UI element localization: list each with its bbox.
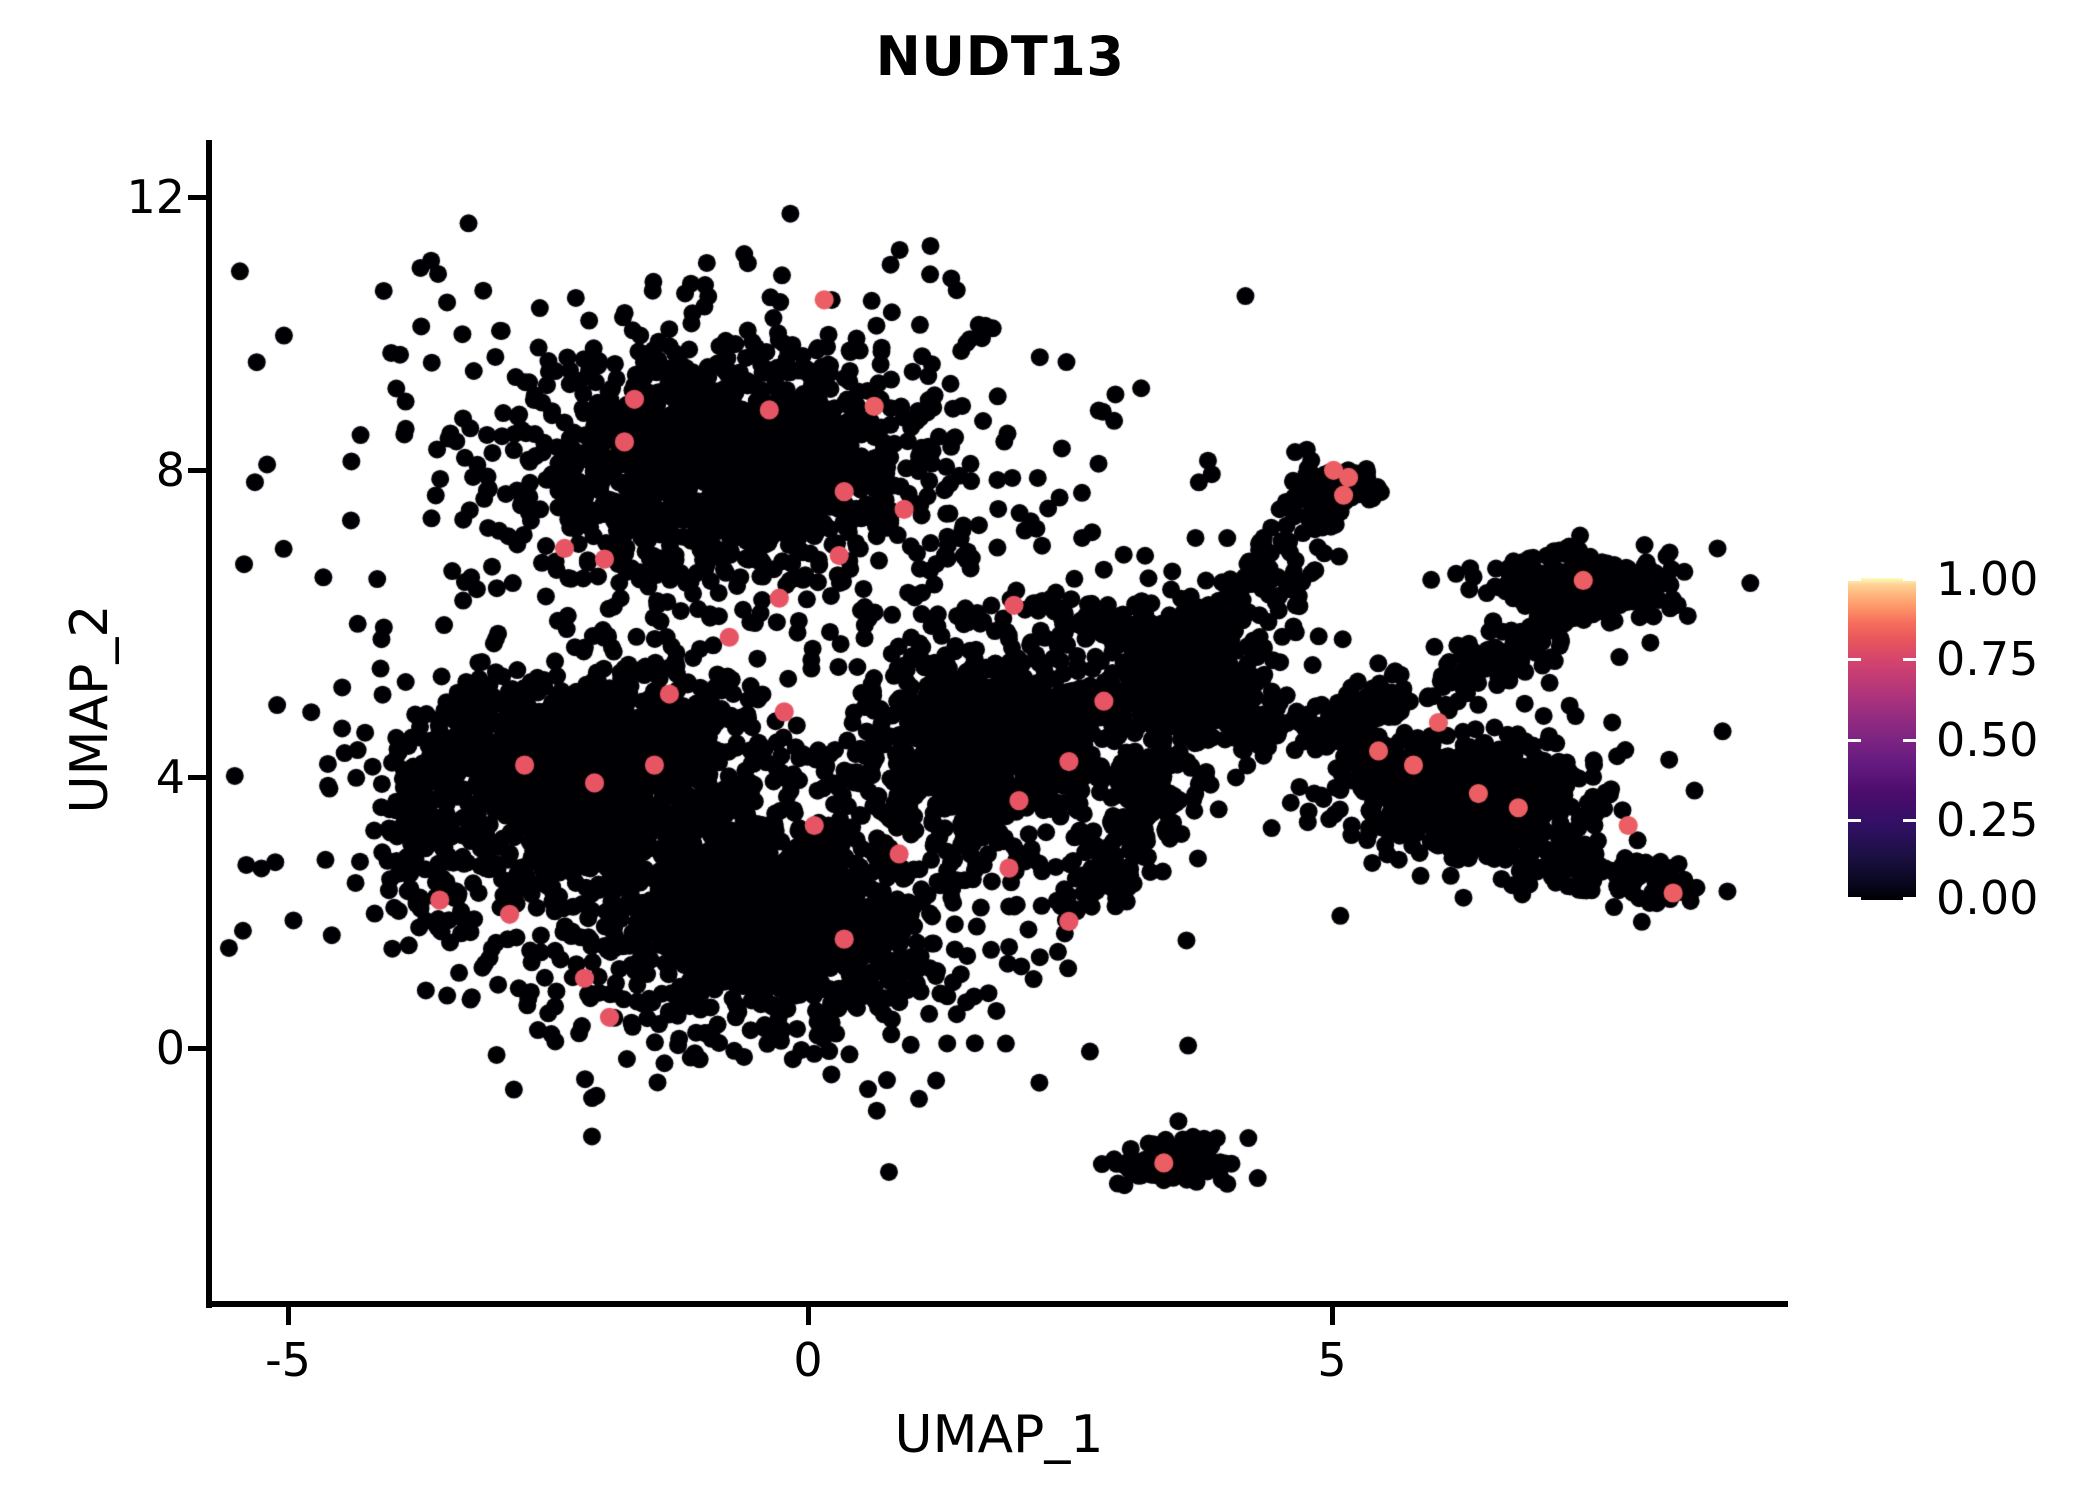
colorbar-label-0-00: 0.00 — [1936, 871, 2039, 925]
y-tick-label-12: 12 — [126, 170, 185, 224]
y-axis-label: UMAP_2 — [60, 604, 120, 814]
colorbar-gradient — [1848, 578, 1916, 900]
x-tick-mark-5 — [1330, 1307, 1335, 1325]
page-title: NUDT13 — [875, 25, 1125, 88]
colorbar-label-0-75: 0.75 — [1936, 632, 2039, 686]
y-tick-mark-0 — [188, 1046, 206, 1051]
x-tick-label-5: 5 — [1317, 1333, 1347, 1387]
scatter-points-canvas — [210, 140, 1788, 1305]
y-tick-label-0: 0 — [155, 1021, 185, 1075]
plot-area — [210, 140, 1788, 1305]
x-tick-label-0: 0 — [793, 1333, 823, 1387]
x-axis-spine — [206, 1301, 1788, 1307]
y-tick-mark-4 — [188, 775, 206, 780]
x-tick-mark-0 — [806, 1307, 811, 1325]
colorbar-label-1-00: 1.00 — [1936, 552, 2039, 606]
colorbar: 1.00 0.75 0.50 0.25 0.00 — [1848, 556, 2088, 921]
colorbar-label-0-25: 0.25 — [1936, 793, 2039, 847]
y-tick-mark-8 — [188, 468, 206, 473]
y-axis-spine — [206, 140, 212, 1308]
y-tick-label-8: 8 — [155, 443, 185, 497]
x-axis-label: UMAP_1 — [894, 1405, 1104, 1465]
y-tick-mark-12 — [188, 195, 206, 200]
x-tick-label-minus5: -5 — [265, 1333, 311, 1387]
x-tick-mark-minus5 — [286, 1307, 291, 1325]
y-tick-label-4: 4 — [155, 750, 185, 804]
colorbar-label-0-50: 0.50 — [1936, 713, 2039, 767]
